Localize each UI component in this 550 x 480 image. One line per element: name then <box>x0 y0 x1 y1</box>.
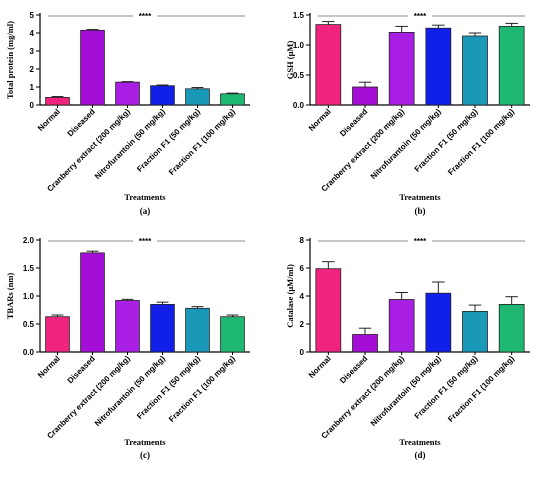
bar-1 <box>315 24 342 106</box>
x-tick-label: Diseased <box>338 354 369 385</box>
y-tick-label: 5 <box>30 11 35 20</box>
y-axis-title: Total protein (mg/ml) <box>5 21 15 99</box>
bar-2 <box>80 29 105 106</box>
x-tick-label: Normal <box>36 354 62 380</box>
bar-6 <box>220 93 245 106</box>
y-axis-title: TBARs (nm) <box>5 273 15 320</box>
bar-2 <box>352 334 378 353</box>
y-tick-label: 8 <box>300 236 305 245</box>
y-tick-label: 0 <box>30 101 35 110</box>
panel-label: (d) <box>415 450 426 460</box>
bar-6 <box>498 25 525 106</box>
x-axis-title: Treatments <box>124 437 166 447</box>
x-tick-label: Fraction F1 (100 mg/kg) <box>446 107 516 177</box>
bar-1 <box>315 268 342 353</box>
x-tick-label: Nitrofurantoin (50 mg/kg) <box>369 354 443 428</box>
bar-6 <box>498 303 525 353</box>
bar-5 <box>462 310 488 353</box>
panel-label: (a) <box>140 206 151 216</box>
x-tick-label: Fraction F1 (50 mg/kg) <box>413 107 480 174</box>
y-tick-label: 3 <box>30 47 35 56</box>
y-axis-title: GSH (μM) <box>285 41 295 80</box>
x-tick-label: Nitrofurantoin (50 mg/kg) <box>93 107 167 181</box>
significance-label: **** <box>414 12 427 21</box>
y-tick-label: 2.0 <box>23 236 35 245</box>
bar-5 <box>185 307 210 353</box>
y-tick-label: 1.5 <box>23 264 35 273</box>
bar-4 <box>150 85 175 106</box>
x-tick-label: Fraction F1 (50 mg/kg) <box>413 354 480 421</box>
bar-5 <box>462 35 488 106</box>
significance-label: **** <box>414 237 427 246</box>
x-tick-label: Nitrofurantoin (50 mg/kg) <box>369 107 443 181</box>
x-tick-label: Diseased <box>66 107 97 138</box>
x-tick-label: Fraction F1 (100 mg/kg) <box>446 354 516 424</box>
bar-2 <box>80 252 105 353</box>
y-tick-label: 4 <box>30 29 35 38</box>
x-tick-label: Diseased <box>338 107 369 138</box>
significance-label: **** <box>139 237 152 246</box>
chart-panel-1: 0 1 2 3 4 5 Total protein (mg/ml) **** Normal Dis… <box>5 11 250 216</box>
y-tick-label: 0 <box>300 348 305 357</box>
y-tick-label: 0.0 <box>293 101 305 110</box>
y-tick-label: 0.5 <box>23 320 35 329</box>
x-tick-label: Fraction F1 (100 mg/kg) <box>167 107 237 177</box>
x-tick-label: Normal <box>36 107 62 133</box>
x-tick-label: Diseased <box>66 354 97 385</box>
x-tick-label: Nitrofurantoin (50 mg/kg) <box>93 354 167 428</box>
x-tick-label: Fraction F1 (50 mg/kg) <box>135 354 202 421</box>
bar-3 <box>388 299 415 353</box>
bar-3 <box>115 300 140 353</box>
y-tick-label: 0.5 <box>293 71 305 80</box>
y-tick-label: 1.5 <box>293 11 305 20</box>
bar-1 <box>45 316 70 353</box>
y-tick-label: 1.0 <box>293 41 305 50</box>
bar-4 <box>425 27 452 106</box>
y-tick-label: 2 <box>30 65 35 74</box>
bar-4 <box>150 303 175 353</box>
x-axis-title: Treatments <box>124 192 166 202</box>
x-axis-title: Treatments <box>399 437 441 447</box>
y-tick-label: 1 <box>30 83 35 92</box>
panel-label: (c) <box>140 450 150 460</box>
y-tick-label: 4 <box>300 292 305 301</box>
x-tick-label: Fraction F1 (100 mg/kg) <box>167 354 237 424</box>
y-axis-title: Catalase (μM/ml) <box>285 264 295 328</box>
x-tick-label: Normal <box>307 107 333 133</box>
bar-6 <box>220 316 245 353</box>
bar-1 <box>45 97 70 106</box>
y-tick-label: 0.0 <box>23 348 35 357</box>
bar-4 <box>425 292 452 353</box>
panel-label: (b) <box>415 206 426 216</box>
x-axis-title: Treatments <box>399 192 441 202</box>
y-tick-label: 6 <box>300 264 305 273</box>
bar-3 <box>388 32 415 106</box>
y-tick-label: 1.0 <box>23 292 35 301</box>
x-tick-label: Normal <box>307 354 333 380</box>
bar-5 <box>185 88 210 106</box>
y-tick-label: 2 <box>300 320 305 329</box>
chart-panel-3: 0.0 0.5 1.0 1.5 2.0 TBARs (nm) **** Normal Disea… <box>5 236 250 460</box>
bar-3 <box>115 81 140 106</box>
x-tick-label: Fraction F1 (50 mg/kg) <box>135 107 202 174</box>
significance-label: **** <box>139 12 152 21</box>
bar-2 <box>352 86 378 106</box>
